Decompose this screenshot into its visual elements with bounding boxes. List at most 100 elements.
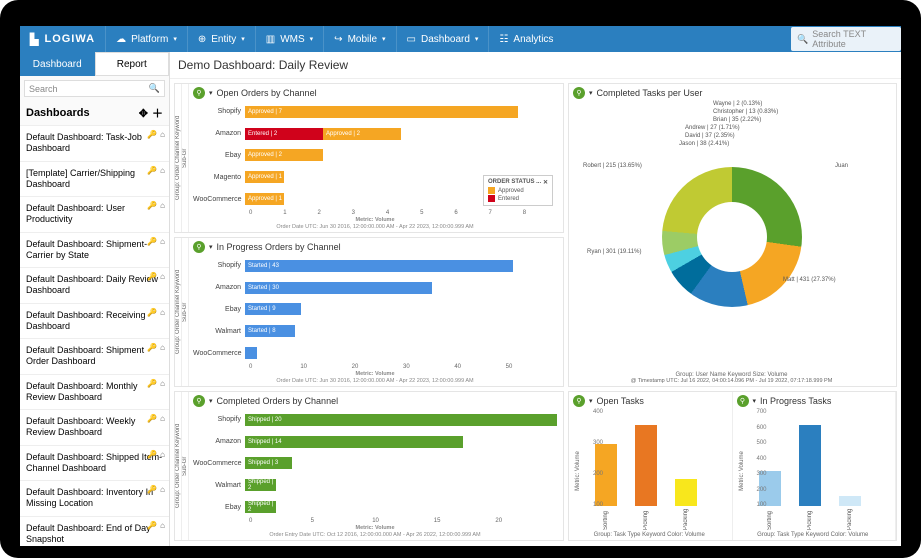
key-icon[interactable]: 🔑 (147, 414, 157, 424)
subgroup-label: Sub-Gr (182, 84, 189, 232)
nav-dashboard[interactable]: ▭Dashboard▾ (396, 26, 489, 52)
donut-label: Brian | 35 (2.22%) (713, 117, 761, 123)
home-icon[interactable]: ⌂ (160, 166, 165, 176)
bar-segment[interactable]: Started | 8 (245, 325, 295, 337)
chevron-down-icon: ▾ (382, 35, 386, 43)
bar-segment[interactable]: Approved | 2 (245, 149, 323, 161)
home-icon[interactable]: ⌂ (160, 450, 165, 460)
key-icon[interactable]: 🔑 (147, 166, 157, 176)
home-icon[interactable]: ⌂ (160, 521, 165, 531)
sidebar-item[interactable]: Default Dashboard: Shipment-Carrier by S… (20, 233, 169, 269)
key-icon[interactable]: 🔑 (147, 272, 157, 282)
sidebar-item[interactable]: Default Dashboard: Inventory In Missing … (20, 481, 169, 517)
chart-legend[interactable]: ORDER STATUS ...✕ApprovedEntered (483, 175, 553, 206)
bar-segment[interactable] (245, 347, 257, 359)
home-icon[interactable]: ⌂ (160, 201, 165, 211)
top-search[interactable]: 🔍 Search TEXT Attribute (791, 27, 901, 51)
chevron-down-icon[interactable]: ▾ (209, 89, 213, 97)
bar-segment[interactable]: Shipped | 2 (245, 501, 276, 513)
tab-dashboard[interactable]: Dashboard (20, 52, 95, 76)
key-icon[interactable]: 🔑 (147, 130, 157, 140)
key-icon[interactable]: 🔑 (147, 379, 157, 389)
chevron-down-icon: ▾ (173, 35, 177, 43)
sidebar-item[interactable]: Default Dashboard: Receiving Dashboard🔑⌂ (20, 304, 169, 340)
key-icon[interactable]: 🔑 (147, 521, 157, 531)
home-icon[interactable]: ⌂ (160, 272, 165, 282)
vbar[interactable]: Picking (799, 425, 821, 530)
chevron-down-icon[interactable]: ▾ (589, 397, 593, 405)
home-icon[interactable]: ⌂ (160, 485, 165, 495)
nav-analytics[interactable]: ☷Analytics (488, 26, 563, 52)
home-icon[interactable]: ⌂ (160, 414, 165, 424)
key-icon[interactable]: 🔑 (147, 343, 157, 353)
sidebar-item[interactable]: Default Dashboard: Shipped Item-Channel … (20, 446, 169, 482)
nav-entity[interactable]: ⊕Entity▾ (187, 26, 255, 52)
chevron-down-icon: ▾ (310, 35, 314, 43)
sidebar-item[interactable]: Default Dashboard: Monthly Review Dashbo… (20, 375, 169, 411)
bar-segment[interactable]: Shipped | 2 (245, 479, 276, 491)
bar-segment[interactable]: Approved | 1 (245, 193, 284, 205)
mobile-icon: ↪ (334, 34, 342, 45)
key-icon[interactable]: 🔑 (147, 308, 157, 318)
vbar-chart: Metric: Volume 700600500400300200100 Sor… (737, 409, 890, 532)
sidebar-item[interactable]: Default Dashboard: User Productivity🔑⌂ (20, 197, 169, 233)
sidebar-search[interactable]: Search 🔍 (24, 80, 165, 97)
pin-icon[interactable]: ⚲ (193, 87, 205, 99)
home-icon[interactable]: ⌂ (160, 379, 165, 389)
home-icon[interactable]: ⌂ (160, 308, 165, 318)
close-icon[interactable]: ✕ (543, 179, 548, 186)
sidebar-item[interactable]: Default Dashboard: Shipment Order Dashbo… (20, 339, 169, 375)
donut-chart[interactable]: Wayne | 2 (0.13%)Christopher | 13 (0.83%… (573, 101, 890, 372)
bar-segment[interactable]: Entered | 2 (245, 128, 323, 140)
bar-segment[interactable]: Shipped | 20 (245, 414, 557, 426)
bar-segment[interactable]: Approved | 1 (245, 171, 284, 183)
pin-icon[interactable]: ⚲ (193, 241, 205, 253)
chevron-down-icon[interactable]: ▾ (209, 397, 213, 405)
pin-icon[interactable]: ⚲ (573, 395, 585, 407)
chevron-down-icon[interactable]: ▾ (209, 243, 213, 251)
key-icon[interactable]: 🔑 (147, 485, 157, 495)
key-icon[interactable]: 🔑 (147, 450, 157, 460)
pin-icon[interactable]: ⚲ (737, 395, 749, 407)
move-icon[interactable]: ✥ (139, 107, 148, 120)
nav-platform[interactable]: ☁Platform▾ (105, 26, 187, 52)
home-icon[interactable]: ⌂ (160, 237, 165, 247)
bar-segment[interactable]: Started | 9 (245, 303, 301, 315)
entity-icon: ⊕ (198, 34, 206, 45)
card-header: ⚲▾Open Orders by Channel (193, 87, 557, 99)
nav-mobile[interactable]: ↪Mobile▾ (323, 26, 395, 52)
bar-segment[interactable]: Approved | 2 (323, 128, 401, 140)
sidebar-item[interactable]: [Template] Carrier/Shipping Dashboard🔑⌂ (20, 162, 169, 198)
bar-segment[interactable]: Started | 30 (245, 282, 432, 294)
card-header: ⚲▾Completed Orders by Channel (193, 395, 557, 407)
vbar[interactable]: Picking (635, 425, 657, 530)
sidebar-item[interactable]: Default Dashboard: End of Day Snapshot🔑⌂ (20, 517, 169, 547)
key-icon[interactable]: 🔑 (147, 237, 157, 247)
tab-report[interactable]: Report (95, 52, 170, 76)
nav-wms[interactable]: ▥WMS▾ (255, 26, 323, 52)
bar-segment[interactable]: Shipped | 3 (245, 457, 292, 469)
pin-icon[interactable]: ⚲ (193, 395, 205, 407)
chevron-down-icon[interactable]: ▾ (753, 397, 757, 405)
body: Dashboard Report Search 🔍 Dashboards ✥ ＋… (20, 52, 901, 546)
bar-segment[interactable]: Started | 43 (245, 260, 513, 272)
key-icon[interactable]: 🔑 (147, 201, 157, 211)
chart-row: AmazonEntered | 2Approved | 2 (193, 127, 557, 141)
sidebar-header: Dashboards ✥ ＋ (20, 101, 169, 126)
sidebar-item[interactable]: Default Dashboard: Task-Job Dashboard🔑⌂ (20, 126, 169, 162)
sidebar-item[interactable]: Default Dashboard: Weekly Review Dashboa… (20, 410, 169, 446)
pin-icon[interactable]: ⚲ (573, 87, 585, 99)
vbar[interactable]: Packing (675, 479, 697, 530)
add-icon[interactable]: ＋ (152, 105, 163, 121)
home-icon[interactable]: ⌂ (160, 343, 165, 353)
chart-row: ShopifyStarted | 43 (193, 259, 557, 273)
brand[interactable]: ▙ LOGIWA (20, 33, 105, 46)
bar-segment[interactable]: Shipped | 14 (245, 436, 463, 448)
sidebar-item[interactable]: Default Dashboard: Daily Review Dashboar… (20, 268, 169, 304)
vbar[interactable]: Packing (839, 496, 861, 530)
donut-label: Juan (835, 163, 848, 169)
bar-segment[interactable]: Approved | 7 (245, 106, 518, 118)
home-icon[interactable]: ⌂ (160, 130, 165, 140)
chevron-down-icon[interactable]: ▾ (589, 89, 593, 97)
card-in-progress-orders: Group: Order Channel Keyword Sub-Gr ⚲▾In… (174, 237, 564, 387)
